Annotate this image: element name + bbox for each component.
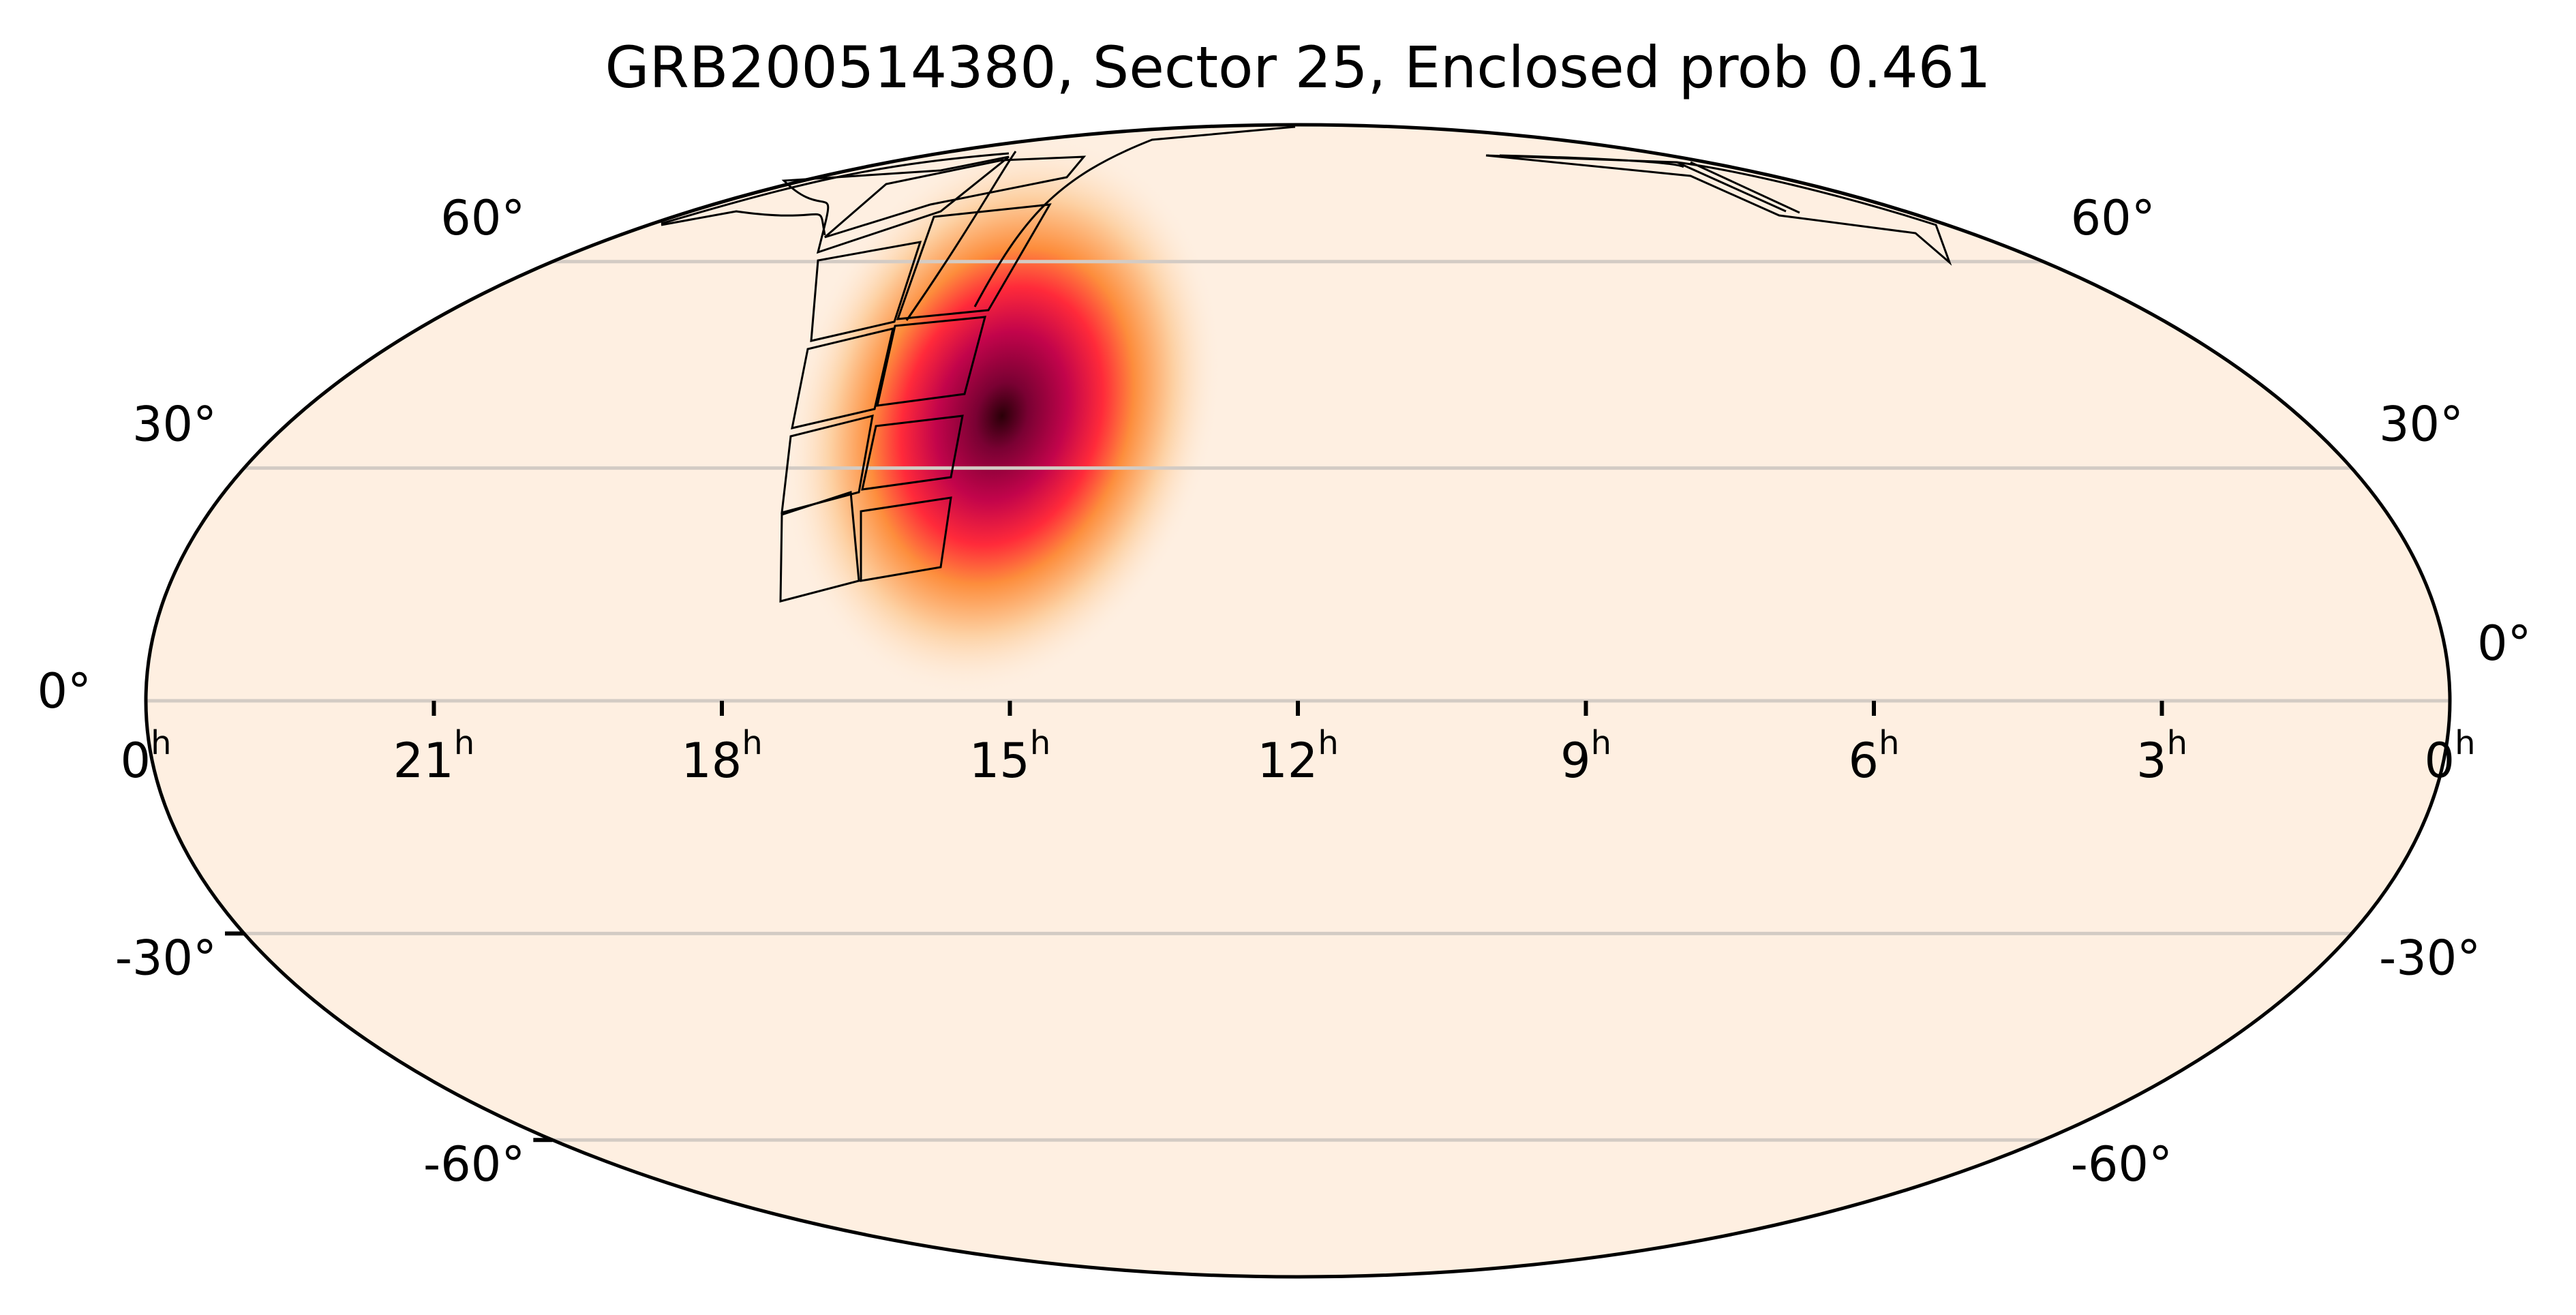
dec-tick-label-right: 30° [2379,397,2464,453]
ra-tick-label: 0h [2425,724,2476,789]
dec-tick-label-right: -30° [2379,930,2481,986]
chart-title: GRB200514380, Sector 25, Enclosed prob 0… [605,34,1990,101]
dec-tick-label-right: -60° [2071,1136,2172,1192]
dec-tick-label-left: 30° [132,397,217,453]
dec-tick-label-left: -60° [423,1136,525,1192]
dec-tick-label-left: -30° [115,930,217,986]
dec-tick-label-left: 0° [37,663,91,719]
dec-tick-label-right: 0° [2477,616,2532,671]
sky-outline [144,123,2452,1279]
dec-tick-label-left: 60° [440,190,525,246]
axis-ticks [225,701,2164,1143]
ra-tick-label: 6h [1849,724,1900,789]
dec-tick-label-right: 60° [2071,190,2155,246]
probability-hotspot [782,136,1222,696]
tess-sector-footprints [661,125,1952,603]
